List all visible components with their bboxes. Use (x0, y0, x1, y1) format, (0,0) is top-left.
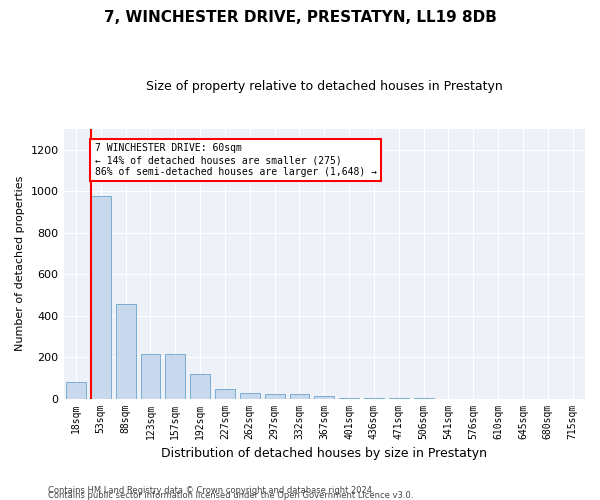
Bar (190, 374, 210, 398)
Y-axis label: Number of detached properties: Number of detached properties (15, 176, 25, 352)
Title: Size of property relative to detached houses in Prestatyn: Size of property relative to detached ho… (146, 80, 503, 93)
Text: Contains public sector information licensed under the Open Government Licence v3: Contains public sector information licen… (48, 491, 413, 500)
Bar (166, 354, 185, 399)
Text: 7, WINCHESTER DRIVE, PRESTATYN, LL19 8DB: 7, WINCHESTER DRIVE, PRESTATYN, LL19 8DB (104, 10, 496, 25)
Bar (290, 394, 310, 398)
Bar (265, 394, 284, 398)
Bar (91, 196, 111, 398)
Text: Contains HM Land Registry data © Crown copyright and database right 2024.: Contains HM Land Registry data © Crown c… (48, 486, 374, 495)
Bar (240, 394, 260, 398)
X-axis label: Distribution of detached houses by size in Prestatyn: Distribution of detached houses by size … (161, 447, 487, 460)
Bar (66, 382, 86, 398)
Text: 7 WINCHESTER DRIVE: 60sqm
← 14% of detached houses are smaller (275)
86% of semi: 7 WINCHESTER DRIVE: 60sqm ← 14% of detac… (95, 144, 377, 176)
Bar (314, 396, 334, 398)
Bar (215, 388, 235, 398)
Bar (116, 304, 136, 398)
Bar (140, 354, 160, 399)
